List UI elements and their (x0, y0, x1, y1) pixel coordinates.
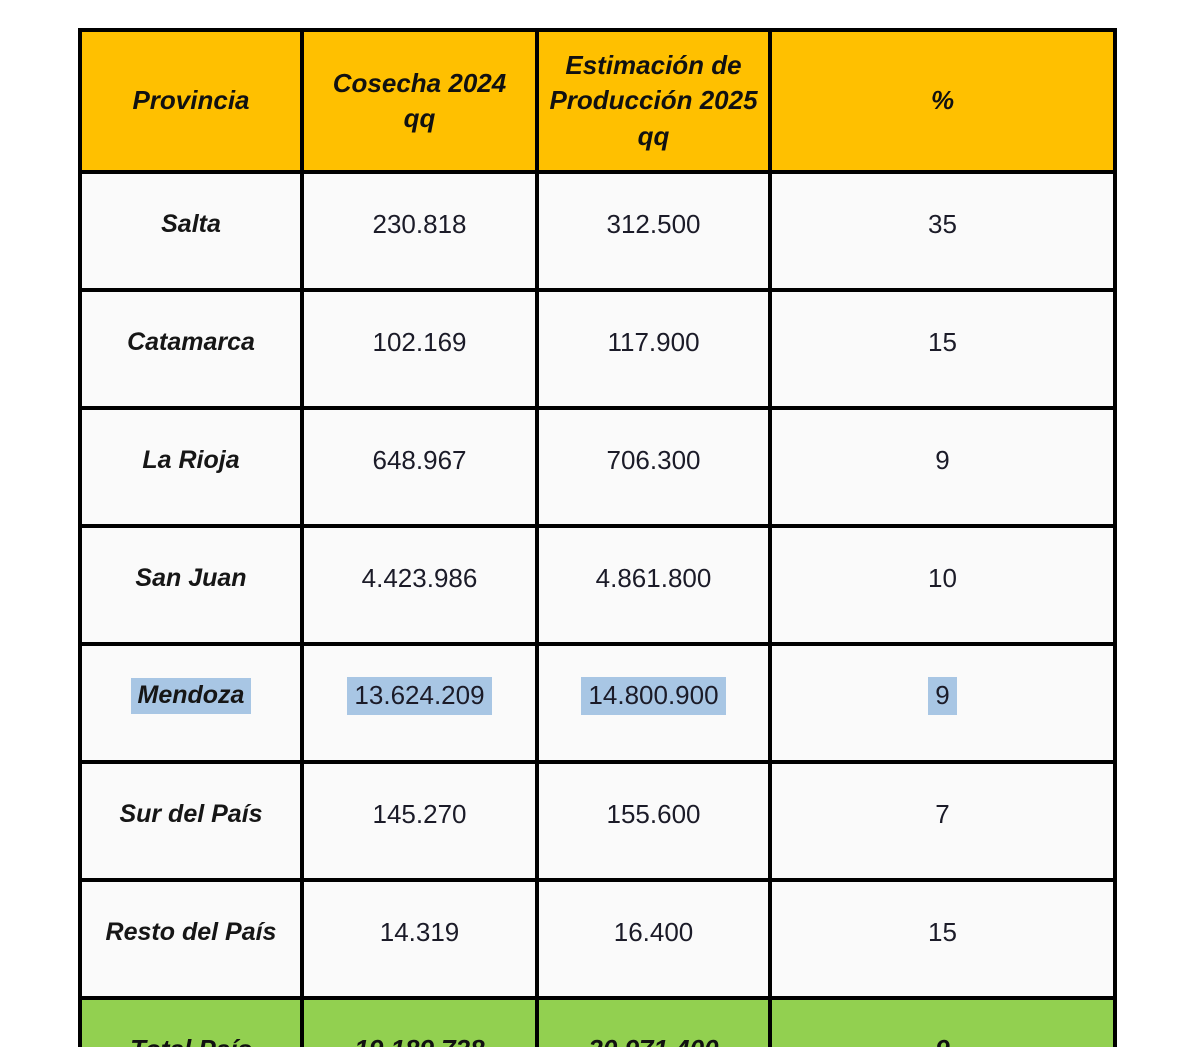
cosecha-value: 13.624.209 (300, 642, 539, 764)
table-row-la-rioja: La Rioja 648.967 706.300 9 (78, 406, 1117, 528)
table-body: Salta 230.818 312.500 35 Catamarca 102.1… (78, 170, 1117, 1047)
col-header-percent: % (768, 28, 1117, 174)
row-label: Sur del País (78, 760, 304, 882)
selected-text-highlight: 14.800.900 (581, 677, 726, 715)
estimacion-value: 155.600 (535, 760, 772, 882)
estimacion-value: 4.861.800 (535, 524, 772, 646)
cosecha-value: 4.423.986 (300, 524, 539, 646)
percent-value: 15 (768, 878, 1117, 1000)
estimacion-value: 16.400 (535, 878, 772, 1000)
percent-value: 7 (768, 760, 1117, 882)
col-header-cosecha-2024: Cosecha 2024 qq (300, 28, 539, 174)
table-row-catamarca: Catamarca 102.169 117.900 15 (78, 288, 1117, 410)
percent-value: 15 (768, 288, 1117, 410)
header-row: Provincia Cosecha 2024 qq Estimación de … (78, 28, 1117, 174)
cosecha-value: 14.319 (300, 878, 539, 1000)
total-label: Total País (78, 996, 304, 1047)
estimacion-value: 706.300 (535, 406, 772, 528)
selected-text-highlight: 9 (928, 677, 957, 715)
percent-value: 35 (768, 170, 1117, 292)
table-row-salta: Salta 230.818 312.500 35 (78, 170, 1117, 292)
percent-value: 9 (768, 406, 1117, 528)
cosecha-value: 102.169 (300, 288, 539, 410)
cosecha-value: 230.818 (300, 170, 539, 292)
production-table: Provincia Cosecha 2024 qq Estimación de … (78, 28, 1117, 1047)
table-row-sur-del-pais: Sur del País 145.270 155.600 7 (78, 760, 1117, 882)
total-percent-value: 9 (768, 996, 1117, 1047)
total-cosecha-value: 19.189.738 (300, 996, 539, 1047)
table-row-resto-del-pais: Resto del País 14.319 16.400 15 (78, 878, 1117, 1000)
row-label: Catamarca (78, 288, 304, 410)
table-header: Provincia Cosecha 2024 qq Estimación de … (78, 28, 1117, 174)
table-row-mendoza: Mendoza 13.624.209 14.800.900 9 (78, 642, 1117, 764)
row-label: Mendoza (78, 642, 304, 764)
row-label: Salta (78, 170, 304, 292)
selected-text-highlight: Mendoza (130, 678, 252, 714)
percent-value: 9 (768, 642, 1117, 764)
estimacion-value: 312.500 (535, 170, 772, 292)
estimacion-value: 117.900 (535, 288, 772, 410)
table-row-total-pais: Total País 19.189.738 20.971.400 9 (78, 996, 1117, 1047)
production-table-container: Provincia Cosecha 2024 qq Estimación de … (78, 28, 1117, 1047)
row-label: La Rioja (78, 406, 304, 528)
col-header-provincia: Provincia (78, 28, 304, 174)
estimacion-value: 14.800.900 (535, 642, 772, 764)
cosecha-value: 145.270 (300, 760, 539, 882)
selected-text-highlight: 13.624.209 (347, 677, 492, 715)
table-row-san-juan: San Juan 4.423.986 4.861.800 10 (78, 524, 1117, 646)
percent-value: 10 (768, 524, 1117, 646)
row-label: Resto del País (78, 878, 304, 1000)
row-label: San Juan (78, 524, 304, 646)
cosecha-value: 648.967 (300, 406, 539, 528)
total-estimacion-value: 20.971.400 (535, 996, 772, 1047)
col-header-estimacion-2025: Estimación de Producción 2025 qq (535, 28, 772, 174)
